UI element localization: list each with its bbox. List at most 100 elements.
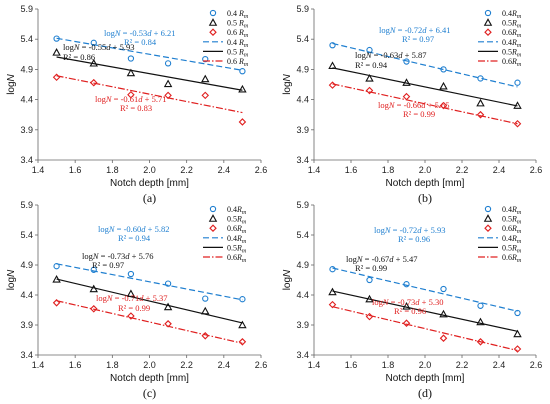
- x-tick-label: 1.8: [382, 360, 395, 370]
- data-point: [164, 280, 172, 287]
- x-tick-label: 1.8: [382, 165, 395, 175]
- x-tick-label: 1.6: [69, 360, 82, 370]
- data-point: [439, 334, 448, 342]
- data-point: [164, 91, 172, 100]
- fit-line-black: [332, 67, 518, 107]
- data-point: [329, 42, 336, 49]
- legend-marker: [209, 9, 217, 17]
- data-point: [201, 91, 210, 100]
- data-point: [477, 302, 484, 309]
- x-tick-label: 1.6: [345, 360, 358, 370]
- x-tick-label: 2.0: [143, 165, 156, 175]
- y-tick-label: 4.4: [20, 95, 33, 105]
- x-tick-label: 2.4: [493, 360, 506, 370]
- data-point: [365, 86, 374, 95]
- x-tick-label: 1.4: [32, 165, 45, 175]
- legend-label: 0.6 Rm: [227, 28, 249, 39]
- data-point: [53, 263, 60, 270]
- fit-line-red: [332, 83, 518, 125]
- legend-label: 0.6Rm: [227, 253, 247, 264]
- data-point: [329, 266, 336, 273]
- regression-equation: logN = -0.73d + 5.30: [372, 297, 443, 307]
- data-point: [52, 73, 61, 82]
- data-point: [366, 46, 373, 54]
- fit-line-blue: [56, 263, 243, 301]
- legend: 0.4 Rm0.5 Rm0.6 Rm0.4 Rm0.5 Rm0.6 Rm: [203, 9, 249, 68]
- y-tick-label: 3.9: [296, 320, 309, 330]
- y-axis-label: logN: [6, 73, 17, 94]
- y-axis-label: logN: [282, 269, 293, 290]
- data-point: [201, 306, 210, 315]
- r-squared-label: R² = 0.86: [63, 52, 95, 62]
- data-point: [163, 79, 173, 88]
- legend-marker: [209, 205, 217, 213]
- x-axis-label: Notch depth [mm]: [386, 178, 465, 189]
- data-point: [90, 266, 97, 273]
- data-point: [365, 74, 374, 82]
- legend-label: 0.4Rm: [227, 205, 247, 216]
- fit-line-red: [56, 75, 243, 114]
- legend-label: 0.4Rm: [227, 234, 247, 245]
- data-point: [402, 319, 411, 327]
- r-squared-label: R² = 0.97: [92, 260, 124, 270]
- fit-line-blue: [332, 42, 518, 88]
- x-tick-label: 2.4: [218, 165, 231, 175]
- y-tick-label: 5.9: [20, 4, 33, 14]
- x-tick-label: 2.6: [530, 165, 543, 175]
- legend-marker: [484, 28, 492, 36]
- data-point: [514, 79, 521, 86]
- x-axis-label: Notch depth [mm]: [110, 178, 189, 189]
- data-point: [328, 61, 337, 69]
- fit-line-black: [56, 278, 243, 324]
- x-tick-label: 2.4: [218, 360, 231, 370]
- chart-panel-a: 1.4 1.6 1.8 2.0 2.2 2.4 2.6 3.4 3.9 4.4 4.9 5.4 5.9 N…: [6, 4, 267, 205]
- x-tick-label: 2.6: [255, 165, 268, 175]
- data-point: [366, 276, 373, 284]
- data-point: [202, 295, 209, 302]
- r-squared-label: R² = 0.99: [403, 109, 435, 119]
- x-tick-label: 2.2: [456, 165, 469, 175]
- regression-equation: logN = -0.66d + 5.65: [378, 100, 449, 110]
- data-point: [52, 274, 61, 283]
- y-axis-label: logN: [282, 73, 293, 94]
- x-tick-label: 1.6: [345, 165, 358, 175]
- r-squared-label: R² = 0.96: [398, 234, 430, 244]
- data-point: [238, 118, 247, 126]
- r-squared-label: R² = 0.97: [402, 34, 434, 44]
- y-tick-label: 3.9: [296, 125, 309, 135]
- data-point: [126, 68, 136, 77]
- y-tick-label: 3.4: [20, 155, 33, 165]
- data-point: [403, 281, 410, 288]
- x-tick-label: 2.0: [419, 360, 432, 370]
- fit-line-blue: [56, 37, 243, 71]
- legend-label: 0.5 Rm: [227, 19, 249, 30]
- data-point: [90, 39, 97, 46]
- legend-label: 0.5 Rm: [227, 47, 249, 58]
- data-point: [164, 320, 172, 328]
- data-point: [52, 299, 61, 307]
- x-tick-label: 2.0: [419, 165, 432, 175]
- legend-marker: [208, 18, 218, 26]
- regression-equation: logN = -0.72d + 5.93: [374, 225, 445, 235]
- x-tick-label: 2.0: [143, 360, 156, 370]
- legend-label: 0.4Rm: [502, 38, 522, 49]
- data-point: [127, 270, 135, 278]
- data-point: [89, 305, 98, 313]
- y-tick-label: 4.9: [296, 64, 309, 74]
- y-tick-label: 5.9: [20, 200, 33, 210]
- data-point: [476, 317, 485, 326]
- data-point: [163, 302, 173, 311]
- data-point: [52, 48, 61, 56]
- panel-label: (b): [418, 191, 432, 205]
- x-axis-label: Notch depth [mm]: [386, 373, 465, 384]
- regression-equation: logN = -0.71d + 5.37: [96, 293, 167, 303]
- r-squared-label: R² = 0.83: [120, 103, 152, 113]
- legend-label: 0.4Rm: [502, 9, 522, 20]
- y-tick-label: 5.4: [20, 34, 33, 44]
- legend-label: 0.5Rm: [502, 47, 522, 58]
- data-point: [402, 92, 411, 101]
- data-point: [402, 78, 411, 86]
